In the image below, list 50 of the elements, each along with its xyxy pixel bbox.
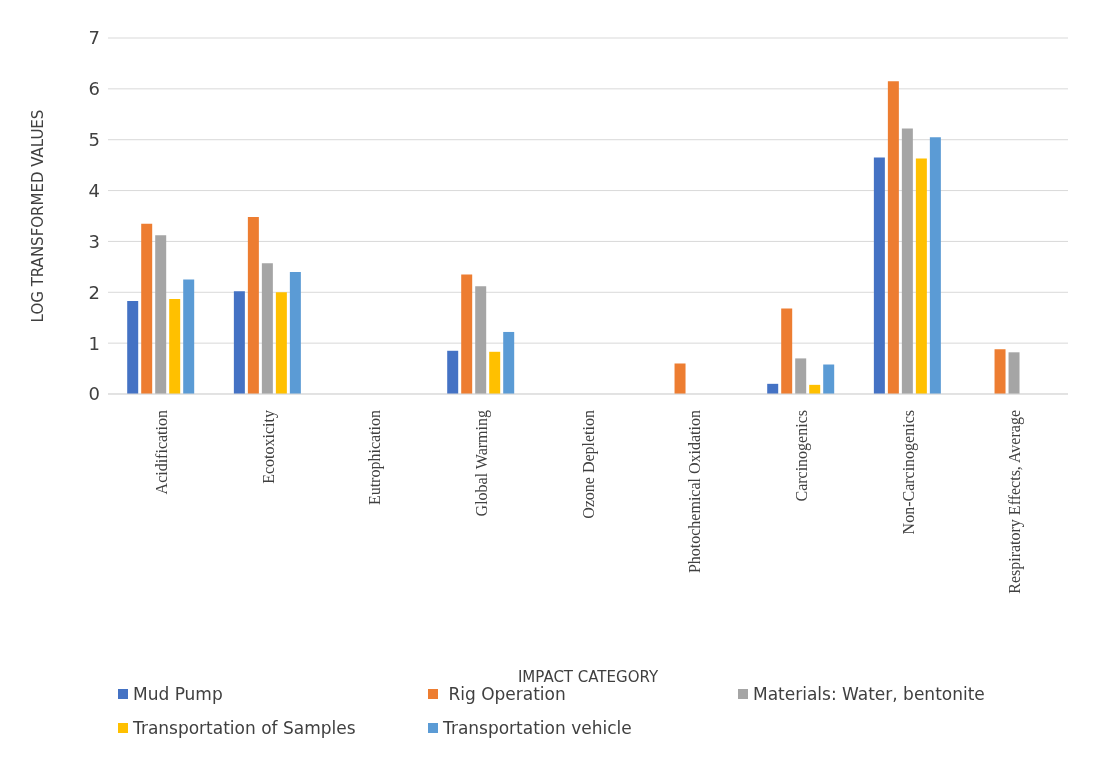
- x-tick-label: Ecotoxicity: [259, 410, 278, 484]
- bar: [475, 286, 487, 394]
- y-tick-label: 6: [88, 78, 100, 100]
- bar: [127, 300, 139, 394]
- bar: [795, 358, 807, 394]
- bar: [781, 308, 793, 394]
- bar: [994, 349, 1006, 394]
- legend-label: Materials: Water, bentonite: [753, 684, 985, 704]
- legend-label: Mud Pump: [133, 684, 223, 704]
- legend-label: Transportation vehicle: [443, 718, 632, 738]
- bar: [873, 157, 885, 394]
- bar: [915, 158, 927, 394]
- bar: [1008, 352, 1020, 394]
- x-tick-label: Carcinogenics: [792, 410, 811, 502]
- bar: [901, 128, 913, 394]
- bar: [823, 364, 835, 394]
- x-axis-title: IMPACT CATEGORY: [517, 668, 659, 686]
- y-tick-label: 4: [88, 179, 100, 201]
- bar: [447, 350, 459, 394]
- y-tick-label: 7: [88, 27, 100, 49]
- bar: [233, 291, 245, 394]
- bar: [674, 363, 686, 394]
- bar: [247, 217, 259, 394]
- x-tick-label: Global Warming: [472, 410, 491, 517]
- bar: [183, 279, 195, 394]
- bar: [261, 263, 273, 394]
- y-tick-label: 0: [88, 383, 100, 405]
- bar: [489, 351, 501, 394]
- bar: [289, 271, 301, 394]
- x-tick-label: Respiratory Effects, Average: [1006, 410, 1025, 594]
- legend-label: Transportation of Samples: [133, 718, 356, 738]
- bar: [141, 223, 153, 394]
- bar: [275, 292, 287, 394]
- y-tick-label: 5: [88, 129, 100, 151]
- legend-label: Rig Operation: [447, 684, 566, 704]
- bar: [503, 331, 515, 394]
- x-tick-label: Non-Carcinogenics: [899, 410, 918, 535]
- y-tick-label: 1: [88, 332, 100, 354]
- bar: [929, 137, 941, 394]
- y-axis-title: LOG TRANSFORMED VALUES: [29, 109, 48, 323]
- x-tick-label: Eutrophication: [366, 410, 385, 506]
- x-tick-label: Photochemical Oxidation: [686, 410, 704, 574]
- bar: [169, 298, 181, 394]
- bar: [461, 274, 473, 394]
- y-tick-label: 3: [88, 230, 100, 252]
- x-tick-label: Ozone Depletion: [579, 410, 598, 519]
- y-tick-label: 2: [88, 281, 100, 303]
- x-tick-label: Acidification: [152, 410, 170, 495]
- bar: [887, 81, 899, 394]
- bar: [155, 235, 167, 394]
